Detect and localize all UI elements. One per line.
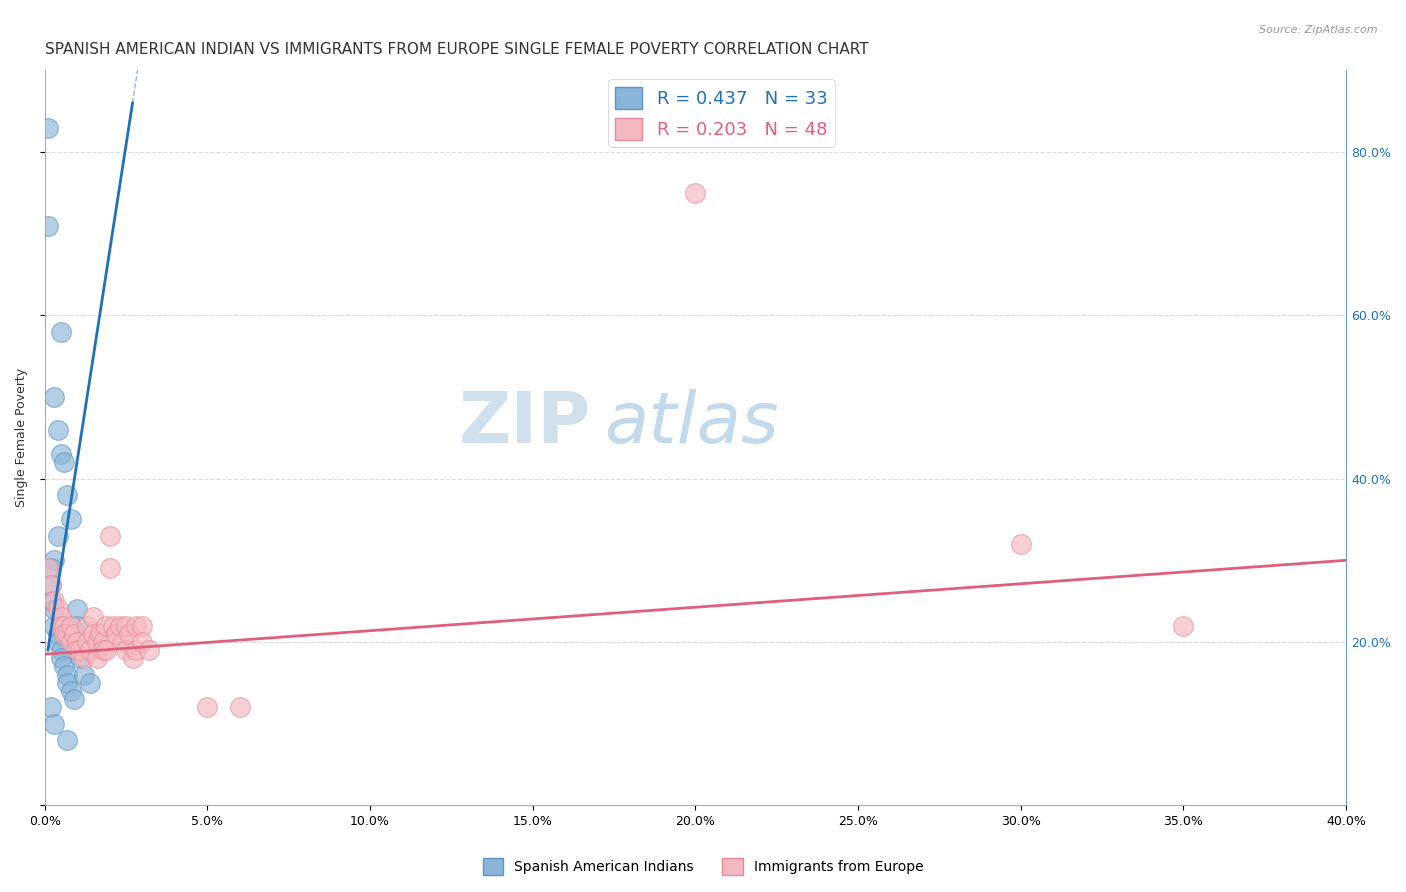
Point (76, 635, 98, 649)
Point (39, 578, 62, 592)
Point (86, 651, 108, 665)
Point (44, 594, 66, 608)
Point (111, 635, 134, 649)
Point (49, 610, 72, 624)
Point (49, 618, 72, 632)
Point (56, 667, 79, 681)
Point (39, 700, 62, 714)
Point (89, 627, 111, 641)
Point (56, 627, 79, 641)
Point (138, 643, 160, 657)
Point (125, 643, 148, 657)
Point (76, 618, 98, 632)
Point (59, 618, 82, 632)
Point (82, 627, 104, 641)
Point (69, 643, 91, 657)
Point (39, 594, 62, 608)
Point (53, 627, 76, 641)
Point (131, 635, 153, 649)
Point (53, 618, 76, 632)
Point (46, 529, 69, 543)
Point (63, 627, 86, 641)
Point (66, 643, 89, 657)
Point (39, 561, 62, 575)
Point (44, 716, 66, 731)
Point (46, 602, 69, 616)
Point (46, 423, 69, 437)
Point (56, 675, 79, 690)
Point (91, 635, 114, 649)
Point (685, 186, 707, 200)
Point (44, 602, 66, 616)
Point (49, 325, 72, 339)
Point (49, 651, 72, 665)
Point (44, 553, 66, 567)
Point (105, 627, 128, 641)
Point (115, 643, 138, 657)
Legend: Spanish American Indians, Immigrants from Europe: Spanish American Indians, Immigrants fro… (477, 853, 929, 880)
Point (118, 627, 141, 641)
Point (49, 447, 72, 461)
Point (1173, 618, 1195, 632)
Point (49, 643, 72, 657)
Point (46, 635, 69, 649)
Y-axis label: Single Female Poverty: Single Female Poverty (15, 368, 28, 508)
Point (63, 692, 86, 706)
Point (96, 618, 118, 632)
Point (73, 651, 96, 665)
Point (37, 120, 59, 135)
Point (53, 659, 76, 673)
Point (82, 610, 104, 624)
Point (59, 512, 82, 526)
Point (56, 732, 79, 747)
Point (86, 635, 108, 649)
Point (98, 529, 121, 543)
Point (79, 643, 101, 657)
Text: atlas: atlas (605, 389, 779, 458)
Point (44, 618, 66, 632)
Point (115, 618, 138, 632)
Point (98, 561, 121, 575)
Point (101, 618, 124, 632)
Point (73, 667, 96, 681)
Point (195, 700, 218, 714)
Point (46, 627, 69, 641)
Legend: R = 0.437   N = 33, R = 0.203   N = 48: R = 0.437 N = 33, R = 0.203 N = 48 (607, 79, 835, 147)
Point (69, 651, 91, 665)
Point (91, 643, 114, 657)
Point (37, 219, 59, 233)
Point (66, 618, 89, 632)
Point (125, 618, 148, 632)
Text: ZIP: ZIP (458, 389, 592, 458)
Point (79, 675, 101, 690)
Point (229, 700, 252, 714)
Point (39, 578, 62, 592)
Point (121, 651, 143, 665)
Point (59, 684, 82, 698)
Point (59, 635, 82, 649)
Point (53, 455, 76, 469)
Text: SPANISH AMERICAN INDIAN VS IMMIGRANTS FROM EUROPE SINGLE FEMALE POVERTY CORRELAT: SPANISH AMERICAN INDIAN VS IMMIGRANTS FR… (45, 42, 869, 57)
Point (131, 618, 153, 632)
Point (1010, 537, 1032, 551)
Point (37, 561, 59, 575)
Point (66, 602, 89, 616)
Point (44, 390, 66, 404)
Point (66, 635, 89, 649)
Point (56, 488, 79, 502)
Point (96, 643, 118, 657)
Point (108, 618, 131, 632)
Text: Source: ZipAtlas.com: Source: ZipAtlas.com (1260, 25, 1378, 35)
